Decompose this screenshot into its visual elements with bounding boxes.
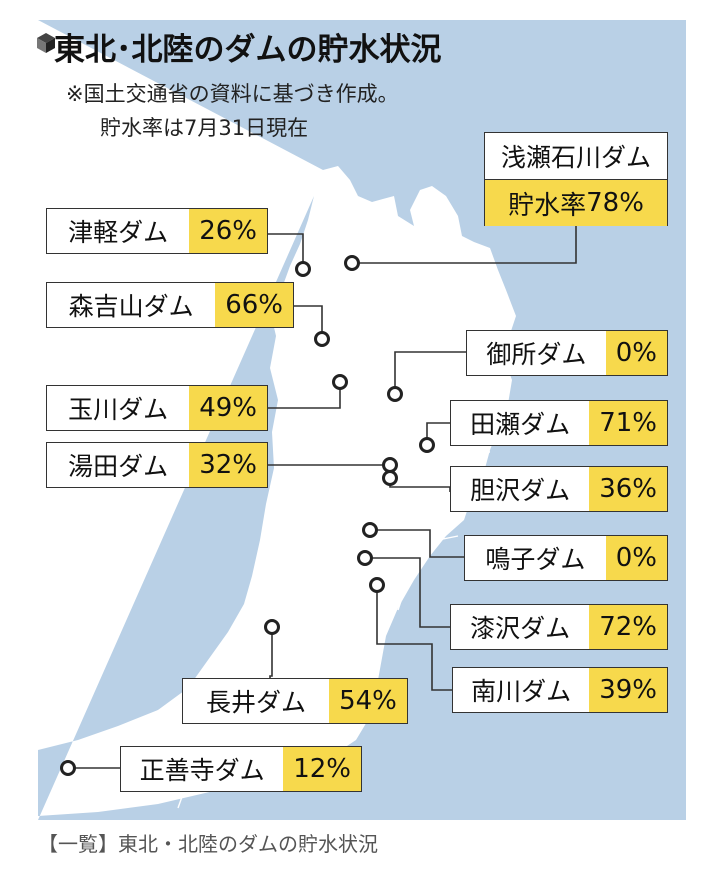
dam-rate: 54% (329, 679, 407, 723)
dam-marker-naruko (362, 522, 378, 538)
label-minamikawa-dam: 南川ダム 39% (452, 667, 668, 713)
dam-marker-yuda (382, 457, 398, 473)
dam-rate: 0% (605, 331, 667, 375)
connector-aseishigawa (352, 224, 577, 264)
dam-marker-gosho (387, 386, 403, 402)
dam-name: 津軽ダム (47, 209, 190, 253)
date-note: 貯水率は7月31日現在 (100, 116, 309, 140)
label-urushizawa-dam: 漆沢ダム 72% (450, 604, 668, 650)
dam-marker-tamagawa (332, 374, 348, 390)
dam-rate: 36% (589, 467, 667, 511)
dam-rate: 32% (189, 443, 267, 487)
dam-rate: 71% (589, 401, 667, 445)
label-tamagawa-dam: 玉川ダム 49% (46, 385, 268, 431)
dam-marker-isawa (382, 470, 398, 486)
dam-name: 森吉山ダム (47, 283, 216, 327)
dam-rate: 66% (215, 283, 293, 327)
label-gosho-dam: 御所ダム 0% (466, 330, 668, 376)
label-yuda-dam: 湯田ダム 32% (46, 442, 268, 488)
rate-prefix: 貯水率 (508, 190, 587, 221)
cube-icon (37, 33, 55, 53)
dam-marker-nagai (264, 619, 280, 635)
dam-name: 漆沢ダム (451, 605, 590, 649)
dam-rate: 貯水率 78% (485, 179, 667, 226)
dam-rate: 49% (189, 386, 267, 430)
dam-marker-tsugaru (295, 261, 311, 277)
dam-name: 御所ダム (467, 331, 606, 375)
figure-caption: 【一覧】東北・北陸のダムの貯水状況 (38, 832, 378, 856)
dam-rate: 12% (283, 747, 361, 791)
connector-naruko (370, 529, 464, 558)
label-naruko-dam: 鳴子ダム 0% (464, 535, 668, 581)
label-isawa-dam: 胆沢ダム 36% (450, 466, 668, 512)
dam-marker-shozenji (60, 760, 76, 776)
label-aseishigawa-dam: 浅瀬石川ダム 貯水率 78% (484, 132, 668, 226)
connector-tsugaru (268, 233, 304, 269)
connector-tamagawa (268, 382, 341, 409)
dam-marker-aseishigawa (344, 255, 360, 271)
dam-rate: 0% (605, 536, 667, 580)
dam-name: 南川ダム (453, 668, 590, 712)
connector-urushizawa (365, 557, 450, 628)
dam-name: 胆沢ダム (451, 467, 590, 511)
dam-rate: 39% (589, 668, 667, 712)
dam-rate: 72% (589, 605, 667, 649)
label-tsugaru-dam: 津軽ダム 26% (46, 208, 268, 254)
dam-name: 浅瀬石川ダム (500, 143, 651, 172)
label-moriyoshizan-dam: 森吉山ダム 66% (46, 282, 294, 328)
connector-minamikawa (376, 585, 452, 691)
connector-isawa (389, 478, 451, 492)
source-note: ※国土交通省の資料に基づき作成。 (66, 82, 399, 106)
page-title: 東北･北陸のダムの貯水状況 (54, 32, 442, 68)
label-nagai-dam: 長井ダム 54% (182, 678, 408, 724)
connector-nagai (269, 627, 273, 678)
dam-marker-urushizawa (357, 550, 373, 566)
dam-name: 玉川ダム (47, 386, 190, 430)
connector-gosho (394, 351, 466, 394)
dam-name: 鳴子ダム (465, 536, 606, 580)
dam-name: 正善寺ダム (121, 747, 284, 791)
label-tase-dam: 田瀬ダム 71% (450, 400, 668, 446)
dam-name: 田瀬ダム (451, 401, 590, 445)
dam-marker-moriyoshizan (314, 331, 330, 347)
rate-value: 78% (586, 188, 644, 218)
dam-name: 湯田ダム (47, 443, 190, 487)
dam-marker-tase (419, 437, 435, 453)
dam-name: 長井ダム (183, 679, 329, 723)
dam-marker-minamikawa (369, 577, 385, 593)
label-shozenji-dam: 正善寺ダム 12% (120, 746, 362, 792)
dam-rate: 26% (189, 209, 267, 253)
connector-moriyoshizan (294, 305, 323, 339)
